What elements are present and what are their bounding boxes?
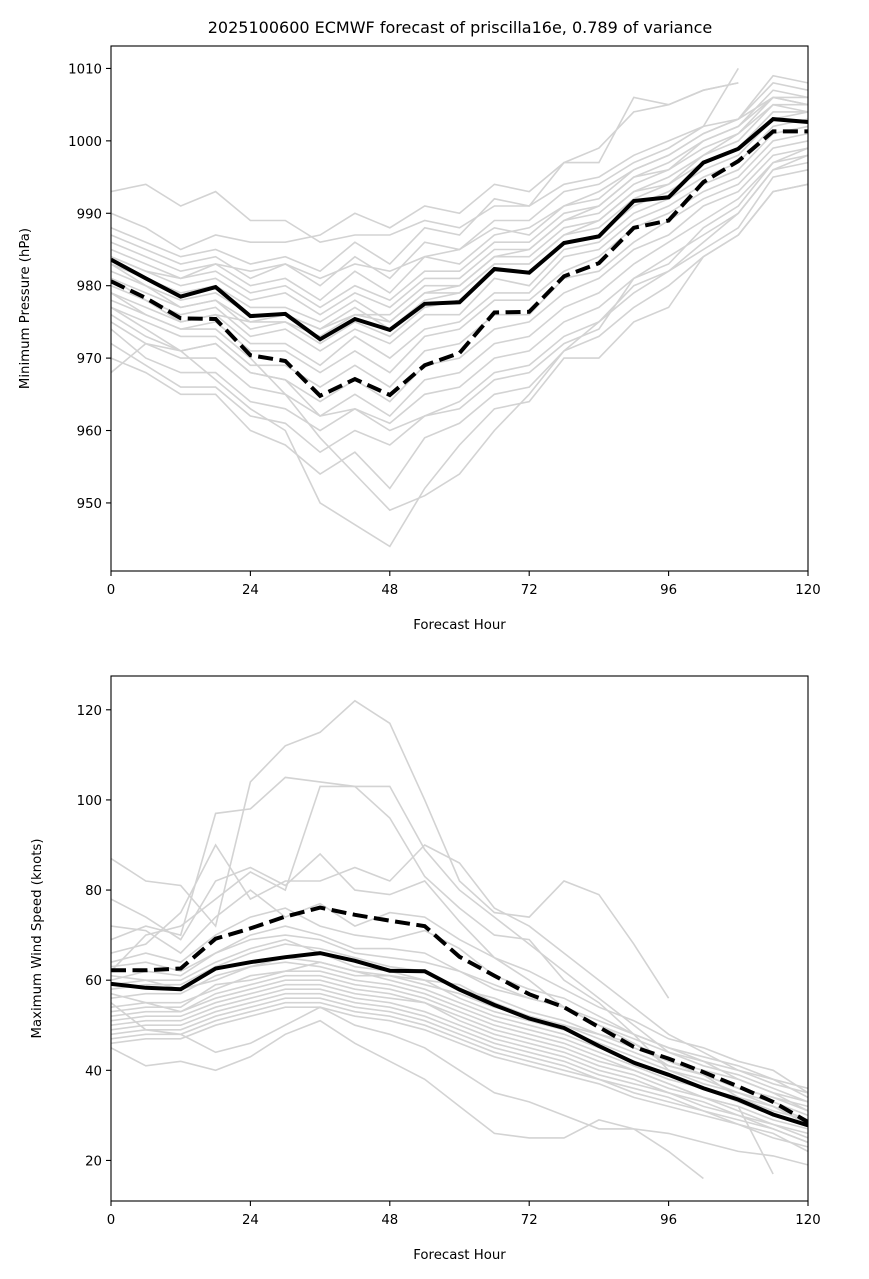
wind-y-ticks: 20 40 60 80 100 120: [77, 704, 111, 1169]
wind-member-line-16: [111, 1002, 704, 1180]
wind-x-ticks: 0 24 48 72 96 120: [107, 1201, 821, 1228]
pressure-y-tick-label: 990: [77, 207, 102, 222]
pressure-member-line-18: [111, 183, 808, 490]
pressure-member-line-5: [111, 89, 808, 309]
pressure-member-line-24: [111, 96, 808, 338]
wind-member-line-15: [111, 1019, 808, 1166]
wind-member-line-21: [111, 983, 808, 1135]
pressure-x-tick-label: 0: [107, 583, 115, 598]
wind-main-series: [111, 905, 808, 1128]
wind-x-tick-label: 0: [107, 1213, 115, 1228]
pressure-panel: 0 24 48 72 96 120 950 960 970 980 990 1000 1010 For…: [18, 45, 821, 633]
pressure-member-line-6: [111, 96, 808, 316]
wind-y-tick-label: 20: [85, 1154, 102, 1169]
pressure-x-tick-label: 120: [795, 583, 820, 598]
pressure-member-line-13: [111, 140, 808, 389]
pressure-member-line-20: [111, 154, 808, 512]
wind-ensemble-members: [111, 699, 808, 1180]
wind-panel: 0 24 48 72 96 120 20 40 60 80 100 120 Forecast Hou…: [30, 675, 821, 1263]
pressure-principal-component-line: [111, 129, 808, 399]
wind-member-line-24: [111, 1001, 808, 1153]
pressure-member-line-19: [111, 183, 808, 548]
wind-x-tick-label: 120: [795, 1213, 820, 1228]
wind-member-line-5: [111, 889, 808, 1094]
wind-y-tick-label: 80: [85, 884, 102, 899]
wind-member-line-4: [111, 843, 808, 1099]
wind-x-tick-label: 72: [521, 1213, 538, 1228]
pressure-y-tick-label: 1000: [68, 135, 102, 150]
wind-member-line-19: [111, 934, 808, 1094]
wind-y-tick-label: 120: [77, 704, 102, 719]
wind-member-line-12: [111, 988, 808, 1139]
wind-member-line-18: [111, 961, 808, 1108]
pressure-x-ticks: 0 24 48 72 96 120: [107, 571, 821, 598]
wind-member-line-2: [111, 785, 808, 1112]
wind-principal-component-line: [111, 905, 808, 1124]
pressure-x-tick-label: 24: [242, 583, 259, 598]
pressure-member-line-0: [111, 82, 739, 244]
chart-title: 2025100600 ECMWF forecast of priscilla16…: [208, 18, 712, 37]
wind-member-line-1: [111, 776, 808, 1117]
pressure-x-axis-label: Forecast Hour: [413, 618, 506, 633]
pressure-y-axis-label: Minimum Pressure (hPa): [18, 228, 33, 389]
pressure-member-line-23: [111, 103, 808, 330]
wind-member-line-14: [111, 1006, 808, 1148]
wind-member-line-23: [111, 992, 808, 1144]
pressure-y-tick-label: 980: [77, 280, 102, 295]
pressure-x-tick-label: 96: [660, 583, 677, 598]
wind-x-tick-label: 24: [242, 1213, 259, 1228]
wind-y-tick-label: 60: [85, 974, 102, 989]
pressure-member-line-11: [111, 125, 808, 367]
wind-x-tick-label: 48: [381, 1213, 398, 1228]
pressure-axes-frame: [110, 45, 809, 572]
pressure-y-tick-label: 1010: [68, 62, 102, 77]
wind-member-line-13: [111, 997, 808, 1144]
pressure-y-ticks: 950 960 970 980 990 1000 1010: [68, 62, 111, 512]
pressure-x-tick-label: 48: [381, 583, 398, 598]
wind-member-line-9: [111, 956, 808, 1121]
wind-member-line-17: [111, 974, 774, 1175]
wind-member-line-6: [111, 907, 808, 1090]
pressure-member-line-1: [111, 82, 739, 251]
pressure-member-line-16: [111, 161, 808, 432]
pressure-member-line-22: [111, 96, 808, 280]
pressure-main-series: [111, 117, 808, 399]
wind-y-axis-label: Maximum Wind Speed (knots): [30, 838, 45, 1038]
pressure-member-line-17: [111, 169, 808, 454]
pressure-y-tick-label: 950: [77, 497, 102, 512]
pressure-y-tick-label: 970: [77, 352, 102, 367]
wind-y-tick-label: 100: [77, 794, 102, 809]
wind-member-line-0: [111, 699, 670, 999]
wind-x-axis-label: Forecast Hour: [413, 1248, 506, 1263]
wind-axes-frame: [110, 675, 809, 1202]
pressure-y-tick-label: 960: [77, 425, 102, 440]
wind-x-tick-label: 96: [660, 1213, 677, 1228]
pressure-ensemble-mean-line: [111, 117, 808, 342]
pressure-member-line-2: [111, 67, 739, 273]
wind-y-tick-label: 40: [85, 1064, 102, 1079]
pressure-member-line-15: [111, 154, 808, 418]
pressure-x-tick-label: 72: [521, 583, 538, 598]
pressure-member-line-21: [111, 147, 808, 432]
wind-ensemble-mean-line: [111, 951, 808, 1128]
